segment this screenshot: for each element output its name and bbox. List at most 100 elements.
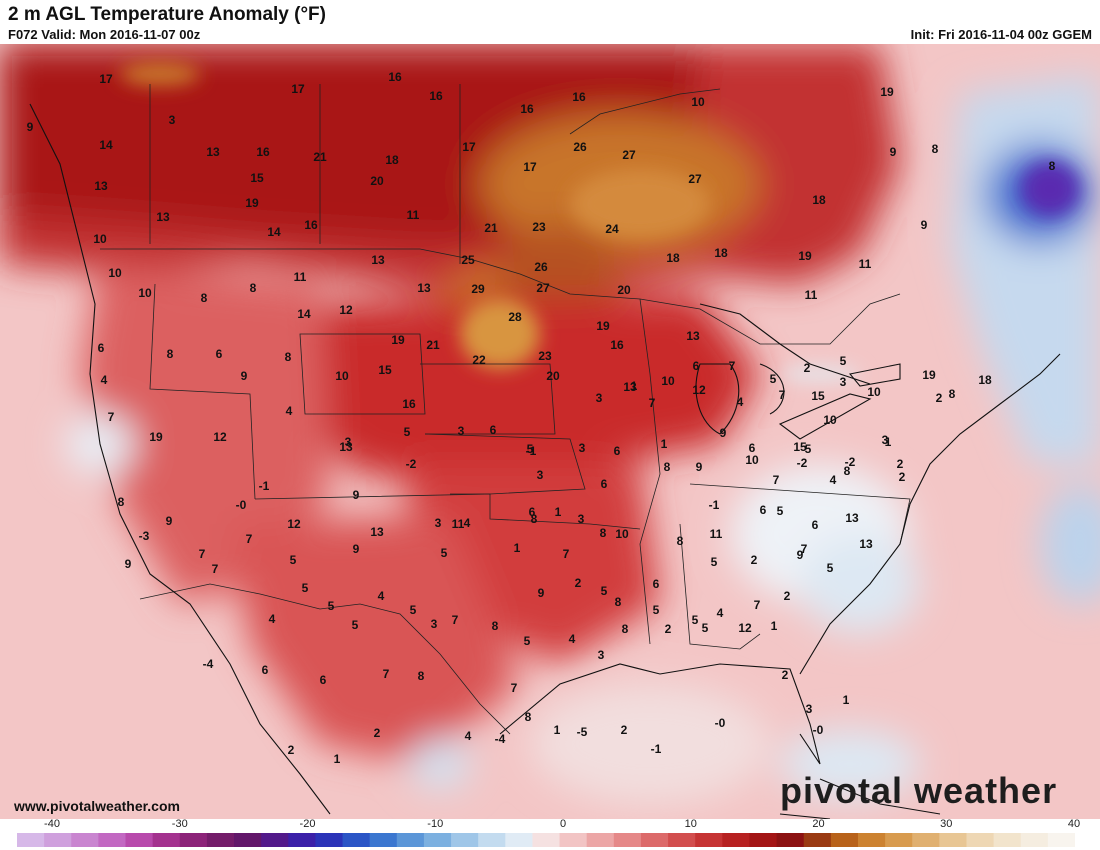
anomaly-value-label: 8 — [622, 622, 629, 636]
anomaly-value-label: 11 — [407, 208, 420, 222]
anomaly-value-label: 13 — [417, 281, 431, 295]
anomaly-value-label: 18 — [666, 251, 680, 265]
colorbar-swatch — [152, 833, 181, 847]
anomaly-value-label: 5 — [352, 618, 359, 632]
colorbar-swatch — [234, 833, 262, 847]
anomaly-value-label: 9 — [538, 586, 545, 600]
anomaly-value-label: 4 — [101, 373, 108, 387]
anomaly-value-label: 14 — [99, 138, 113, 152]
anomaly-value-label: 1 — [843, 693, 850, 707]
map-title: 2 m AGL Temperature Anomaly (°F) — [8, 4, 326, 25]
anomaly-value-label: 23 — [538, 349, 552, 363]
anomaly-value-label: 2 — [621, 723, 628, 737]
anomaly-value-label: 5 — [290, 553, 297, 567]
anomaly-value-label: 6 — [614, 444, 621, 458]
anomaly-value-label: 8 — [492, 619, 499, 633]
anomaly-value-label: 24 — [605, 222, 619, 236]
colorbar-swatch — [830, 833, 859, 847]
anomaly-value-label: 5 — [524, 634, 531, 648]
anomaly-value-label: 15 — [250, 171, 264, 185]
anomaly-value-label: 4 — [830, 473, 837, 487]
anomaly-value-label: 4 — [378, 589, 385, 603]
oklahoma-line — [254, 493, 641, 530]
valid-time: F072 Valid: Mon 2016-11-07 00z — [8, 27, 201, 42]
anomaly-value-label: 12 — [738, 621, 752, 635]
anomaly-value-label: -4 — [495, 732, 506, 746]
anomaly-value-label: 5 — [702, 621, 709, 635]
anomaly-value-label: 8 — [1049, 159, 1056, 173]
colorbar-swatch — [125, 833, 154, 847]
anomaly-value-label: 4 — [717, 606, 724, 620]
anomaly-value-label: 13 — [370, 525, 384, 539]
anomaly-value-label: 8 — [201, 291, 208, 305]
anomaly-value-label: 15 — [378, 363, 392, 377]
colorbar-tick-label: -20 — [299, 818, 316, 830]
anomaly-value-label: 2 — [899, 470, 906, 484]
anomaly-value-label: 13 — [339, 440, 353, 454]
header: 2 m AGL Temperature Anomaly (°F) F072 Va… — [0, 0, 1100, 44]
anomaly-value-label: 6 — [760, 503, 767, 517]
anomaly-value-label: 9 — [696, 460, 703, 474]
caribbean-islands — [779, 778, 941, 819]
colorbar-swatch — [613, 833, 642, 847]
anomaly-value-label: 5 — [404, 425, 411, 439]
colorbar-tick-label: 0 — [559, 818, 567, 830]
anomaly-value-label: 4 — [569, 632, 576, 646]
anomaly-value-label: 7 — [773, 473, 780, 487]
anomaly-value-label: 4 — [464, 516, 471, 530]
anomaly-value-label: 7 — [511, 681, 518, 695]
anomaly-value-label: 20 — [546, 369, 560, 383]
anomaly-value-label: 5 — [527, 442, 534, 456]
colorbar-swatch — [505, 833, 533, 847]
anomaly-value-label: 3 — [435, 516, 442, 530]
anomaly-value-label: 8 — [525, 710, 532, 724]
political-borders — [100, 84, 911, 735]
colorbar-swatch — [315, 833, 344, 847]
anomaly-value-label: 13 — [156, 210, 170, 224]
colorbar-swatch — [423, 833, 452, 847]
anomaly-value-label: 1 — [555, 505, 562, 519]
anomaly-value-label: 6 — [98, 341, 105, 355]
anomaly-value-label: -2 — [406, 457, 417, 471]
anomaly-value-label: 20 — [370, 174, 384, 188]
website-url[interactable]: www.pivotalweather.com — [14, 798, 180, 814]
anomaly-value-label: 23 — [532, 220, 546, 234]
anomaly-value-label: 27 — [536, 281, 550, 295]
colorbar-swatch — [179, 833, 208, 847]
anomaly-value-label: 9 — [890, 145, 897, 159]
colorbar-tick-label: -10 — [427, 818, 444, 830]
anomaly-value-label: -1 — [526, 444, 537, 458]
colorbar-swatch — [912, 833, 940, 847]
anomaly-value-label: 8 — [285, 350, 292, 364]
anomaly-value-label: 18 — [714, 246, 728, 260]
anomaly-value-label: 19 — [798, 249, 812, 263]
anomaly-value-label: 8 — [677, 534, 684, 548]
anomaly-value-label: 5 — [777, 504, 784, 518]
anomaly-value-label: 9 — [241, 369, 248, 383]
colorado-outline — [299, 333, 426, 415]
anomaly-value-label: 4 — [465, 729, 472, 743]
anomaly-value-label: 26 — [534, 260, 548, 274]
anomaly-value-label: 2 — [782, 668, 789, 682]
anomaly-value-label: 16 — [520, 102, 534, 116]
pacific-coastline — [29, 103, 331, 815]
anomaly-value-label: 7 — [199, 547, 206, 561]
anomaly-value-label: -0 — [715, 716, 726, 730]
anomaly-value-label: -5 — [577, 725, 588, 739]
anomaly-value-label: 8 — [844, 464, 851, 478]
anomaly-value-label: 9 — [125, 557, 132, 571]
anomaly-value-label: 13 — [206, 145, 220, 159]
anomaly-value-label: 13 — [371, 253, 385, 267]
lake-huron — [759, 363, 785, 415]
anomaly-value-label: 6 — [812, 518, 819, 532]
anomaly-value-label: 11 — [710, 527, 723, 541]
colorbar-swatch — [857, 833, 886, 847]
great-lakes-shore — [699, 303, 871, 385]
anomaly-value-label: 15 — [811, 389, 825, 403]
anomaly-value-label: -1 — [259, 479, 270, 493]
anomaly-value-label: 12 — [339, 303, 353, 317]
lake-erie — [778, 393, 872, 440]
anomaly-value-label: 19 — [880, 85, 894, 99]
anomaly-value-label: 16 — [429, 89, 443, 103]
anomaly-value-label: 13 — [686, 329, 700, 343]
